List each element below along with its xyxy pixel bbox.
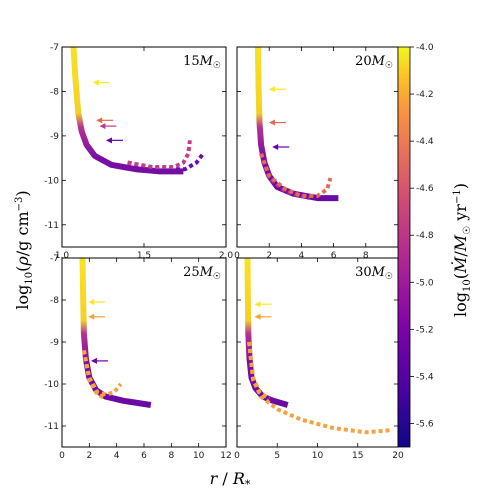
colorbar: -4.0 -4.2 -4.4 -4.6 -4.8 -5.0 -5.2 -5.4 -5.6 — [397, 43, 434, 448]
plot-area — [70, 47, 205, 175]
y-ticks — [237, 257, 398, 427]
y-axis-title: log10(ρ/g cm−3) — [13, 190, 35, 309]
sonic-point-arrow — [88, 299, 106, 306]
sonic-point-arrow — [268, 86, 286, 93]
x-tick-label: 20 — [392, 451, 404, 461]
solid-profile — [244, 258, 289, 408]
colorbar-title: log10(Ṁ/M☉ yr−1) — [450, 183, 473, 317]
colorbar-tick-label: -5.6 — [416, 419, 434, 429]
dashed-profile-upper — [259, 153, 333, 198]
x-tick-label: 6 — [141, 451, 147, 461]
x-tick-label: 8 — [168, 451, 174, 461]
plot-area — [244, 258, 391, 435]
x-tick-label: 8 — [363, 251, 369, 261]
sonic-point-arrow — [96, 117, 114, 124]
colorbar-tick-label: -4.4 — [416, 137, 434, 147]
x-tick-label: 10 — [193, 451, 205, 461]
sonic-point-arrow — [106, 137, 123, 144]
colorbar-tick-label: -4.2 — [416, 90, 434, 100]
y-tick-label: -8 — [50, 87, 59, 97]
colorbar-tick-label: -5.4 — [416, 372, 434, 382]
y-tick-label: -9 — [50, 132, 59, 142]
y-ticks — [237, 46, 398, 226]
y-ticks: -7 -8 -9 -10 -11 — [44, 43, 226, 231]
dashed-profile-upper — [127, 140, 192, 169]
panel-15-msun: 1.0 1.5 2.0 -7 -8 -9 -10 -11 15M☉ — [44, 43, 233, 261]
mass-label: 25M☉ — [183, 265, 221, 282]
colorbar-tick-label: -4.6 — [416, 184, 434, 194]
x-tick-label: 1.5 — [137, 251, 151, 261]
y-tick-label: -7 — [50, 43, 59, 53]
y-tick-label: -10 — [44, 176, 59, 186]
panel-25-msun: 0 2 4 6 8 10 12 -7 -8 -9 -10 -11 25M☉ — [44, 254, 231, 461]
x-tick-label: 12 — [220, 451, 231, 461]
colorbar-tick-label: -5.2 — [416, 325, 434, 335]
x-ticks: 0 2 4 6 8 — [234, 47, 369, 261]
x-tick-label: 2 — [266, 251, 272, 261]
x-tick-label: 4 — [299, 251, 305, 261]
y-ticks: -7 -8 -9 -10 -11 — [44, 254, 226, 432]
colorbar-tick-label: -5.0 — [416, 278, 434, 288]
y-tick-label: -8 — [50, 296, 59, 306]
solid-profile — [79, 258, 152, 408]
panel-frame — [236, 257, 399, 448]
x-axis-title: r / R* — [210, 469, 251, 491]
sonic-point-arrow — [88, 313, 106, 320]
x-ticks: 0 5 10 15 20 — [234, 258, 404, 461]
x-tick-label: 15 — [352, 451, 363, 461]
y-tick-label: -11 — [44, 221, 59, 231]
mass-label: 20M☉ — [355, 54, 393, 71]
plot-area — [79, 258, 152, 408]
sonic-point-arrow — [92, 79, 110, 86]
sonic-point-arrow — [99, 123, 117, 130]
mass-label: 15M☉ — [183, 54, 221, 71]
colorbar-tick-label: -4.0 — [416, 43, 434, 53]
x-tick-label: 5 — [274, 451, 280, 461]
x-ticks: 1.0 1.5 2.0 — [55, 47, 234, 261]
y-tick-label: -11 — [44, 422, 59, 432]
sonic-point-arrow — [254, 313, 272, 320]
x-tick-label: 4 — [114, 451, 120, 461]
dashed-profile-upper — [247, 341, 391, 435]
x-tick-label: 0 — [234, 251, 240, 261]
x-tick-label: 0 — [234, 451, 240, 461]
panel-20-msun: 0 2 4 6 8 20M☉ — [234, 46, 399, 261]
mass-label: 30M☉ — [355, 265, 393, 282]
y-tick-label: -7 — [50, 254, 59, 264]
sonic-point-arrow — [254, 301, 272, 308]
x-tick-label: 10 — [312, 451, 324, 461]
x-tick-label: 0 — [59, 451, 65, 461]
plot-area — [254, 47, 339, 202]
dashed-profile-upper — [81, 350, 123, 397]
solid-profile — [70, 47, 184, 175]
x-ticks: 0 2 4 6 8 10 12 — [59, 258, 232, 461]
x-tick-label: 2 — [86, 451, 92, 461]
x-tick-label: 2.0 — [219, 251, 234, 261]
y-tick-label: -10 — [44, 380, 59, 390]
colorbar-tick-label: -4.8 — [416, 231, 434, 241]
colorbar-gradient — [397, 46, 411, 448]
sonic-point-arrow — [90, 357, 108, 364]
panel-30-msun: 0 5 10 15 20 30M☉ — [234, 257, 404, 461]
sonic-point-arrow — [268, 119, 286, 126]
y-tick-label: -9 — [50, 338, 59, 348]
sonic-point-arrow — [272, 144, 290, 150]
x-tick-label: 1.0 — [55, 251, 70, 261]
x-tick-label: 6 — [331, 251, 337, 261]
colorbar-ticks: -4.0 -4.2 -4.4 -4.6 -4.8 -5.0 -5.2 -5.4 -5.6 — [410, 43, 434, 429]
